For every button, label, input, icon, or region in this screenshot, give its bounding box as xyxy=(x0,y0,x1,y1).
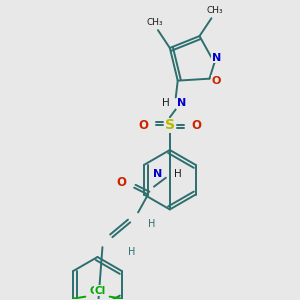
Text: N: N xyxy=(153,169,162,179)
Text: CH₃: CH₃ xyxy=(147,18,163,27)
Text: Cl: Cl xyxy=(89,286,100,296)
Text: S: S xyxy=(165,118,175,132)
Text: N: N xyxy=(212,53,221,63)
Text: H: H xyxy=(148,219,156,229)
Text: O: O xyxy=(116,176,126,189)
Text: H: H xyxy=(174,169,182,179)
Text: CH₃: CH₃ xyxy=(206,6,223,15)
Text: O: O xyxy=(212,76,221,85)
Text: H: H xyxy=(128,247,136,257)
Text: O: O xyxy=(192,119,202,132)
Text: N: N xyxy=(177,98,186,108)
Text: O: O xyxy=(138,119,148,132)
Text: Cl: Cl xyxy=(94,286,106,296)
Text: H: H xyxy=(162,98,170,108)
